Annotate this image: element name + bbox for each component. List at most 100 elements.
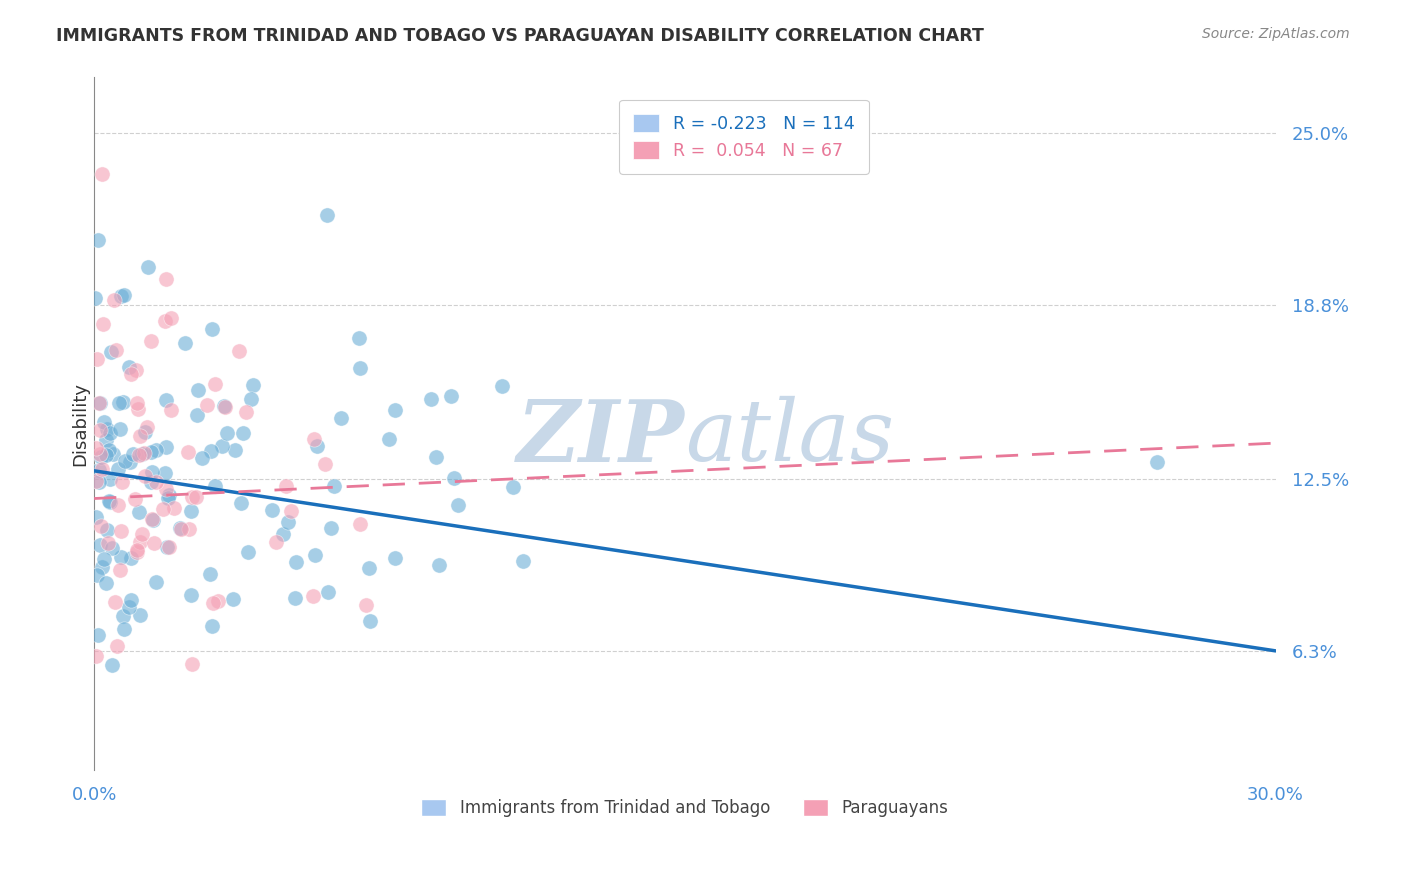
Paraguayans <box>127 545 149 559</box>
Text: Source: ZipAtlas.com: Source: ZipAtlas.com <box>1202 27 1350 41</box>
Immigrants from Trinidad and Tobago <box>211 438 233 452</box>
Immigrants from Trinidad and Tobago <box>321 521 343 535</box>
Paraguayans <box>155 272 177 286</box>
Paraguayans <box>84 474 107 488</box>
Immigrants from Trinidad and Tobago <box>100 345 122 359</box>
Paraguayans <box>120 367 142 381</box>
Immigrants from Trinidad and Tobago <box>142 513 165 527</box>
Paraguayans <box>86 442 108 456</box>
Immigrants from Trinidad and Tobago <box>318 585 340 599</box>
Immigrants from Trinidad and Tobago <box>111 609 134 624</box>
Paraguayans <box>135 419 157 434</box>
Immigrants from Trinidad and Tobago <box>108 421 131 435</box>
Immigrants from Trinidad and Tobago <box>232 426 254 441</box>
Immigrants from Trinidad and Tobago <box>107 462 129 476</box>
Immigrants from Trinidad and Tobago <box>100 658 122 673</box>
Immigrants from Trinidad and Tobago <box>93 551 115 566</box>
Immigrants from Trinidad and Tobago <box>420 392 443 406</box>
Immigrants from Trinidad and Tobago <box>110 549 132 564</box>
Paraguayans <box>356 598 378 612</box>
Immigrants from Trinidad and Tobago <box>84 510 107 524</box>
Immigrants from Trinidad and Tobago <box>155 393 177 408</box>
Paraguayans <box>181 657 204 672</box>
Immigrants from Trinidad and Tobago <box>512 554 534 568</box>
Immigrants from Trinidad and Tobago <box>112 623 135 637</box>
Immigrants from Trinidad and Tobago <box>284 591 307 606</box>
Paraguayans <box>134 469 156 483</box>
Immigrants from Trinidad and Tobago <box>1146 455 1168 469</box>
Immigrants from Trinidad and Tobago <box>271 527 294 541</box>
Immigrants from Trinidad and Tobago <box>114 454 136 468</box>
Paraguayans <box>111 475 134 489</box>
Immigrants from Trinidad and Tobago <box>100 541 122 556</box>
Immigrants from Trinidad and Tobago <box>201 619 224 633</box>
Immigrants from Trinidad and Tobago <box>86 568 108 582</box>
Immigrants from Trinidad and Tobago <box>491 378 513 392</box>
Immigrants from Trinidad and Tobago <box>118 600 141 615</box>
Immigrants from Trinidad and Tobago <box>359 614 381 628</box>
Immigrants from Trinidad and Tobago <box>187 384 209 398</box>
Immigrants from Trinidad and Tobago <box>156 491 179 505</box>
Immigrants from Trinidad and Tobago <box>186 409 208 423</box>
Paraguayans <box>181 490 204 504</box>
Immigrants from Trinidad and Tobago <box>180 588 202 602</box>
Immigrants from Trinidad and Tobago <box>229 496 252 510</box>
Immigrants from Trinidad and Tobago <box>139 445 162 459</box>
Paraguayans <box>89 447 111 461</box>
Immigrants from Trinidad and Tobago <box>222 592 245 607</box>
Immigrants from Trinidad and Tobago <box>120 550 142 565</box>
Paraguayans <box>152 501 174 516</box>
Immigrants from Trinidad and Tobago <box>359 561 381 575</box>
Immigrants from Trinidad and Tobago <box>204 479 226 493</box>
Paraguayans <box>274 479 297 493</box>
Immigrants from Trinidad and Tobago <box>87 463 110 477</box>
Paraguayans <box>89 423 111 437</box>
Immigrants from Trinidad and Tobago <box>217 426 239 441</box>
Immigrants from Trinidad and Tobago <box>87 233 110 247</box>
Immigrants from Trinidad and Tobago <box>155 440 177 454</box>
Immigrants from Trinidad and Tobago <box>443 471 465 485</box>
Paraguayans <box>105 639 128 653</box>
Immigrants from Trinidad and Tobago <box>108 396 131 410</box>
Immigrants from Trinidad and Tobago <box>285 555 308 569</box>
Immigrants from Trinidad and Tobago <box>128 505 150 519</box>
Paraguayans <box>143 536 166 550</box>
Immigrants from Trinidad and Tobago <box>330 411 353 425</box>
Immigrants from Trinidad and Tobago <box>98 495 121 509</box>
Immigrants from Trinidad and Tobago <box>153 467 176 481</box>
Immigrants from Trinidad and Tobago <box>141 466 163 480</box>
Immigrants from Trinidad and Tobago <box>136 260 159 274</box>
Paraguayans <box>89 396 111 410</box>
Immigrants from Trinidad and Tobago <box>180 504 202 518</box>
Immigrants from Trinidad and Tobago <box>224 443 246 458</box>
Immigrants from Trinidad and Tobago <box>349 361 371 376</box>
Immigrants from Trinidad and Tobago <box>145 575 167 590</box>
Immigrants from Trinidad and Tobago <box>316 208 339 222</box>
Paraguayans <box>128 448 150 462</box>
Immigrants from Trinidad and Tobago <box>97 442 120 457</box>
Paraguayans <box>127 396 149 410</box>
Immigrants from Trinidad and Tobago <box>349 331 371 345</box>
Immigrants from Trinidad and Tobago <box>200 566 222 581</box>
Paraguayans <box>228 343 250 358</box>
Paraguayans <box>302 432 325 446</box>
Paraguayans <box>110 563 132 577</box>
Paraguayans <box>207 594 229 608</box>
Immigrants from Trinidad and Tobago <box>201 322 224 336</box>
Immigrants from Trinidad and Tobago <box>157 488 180 502</box>
Immigrants from Trinidad and Tobago <box>239 392 262 407</box>
Immigrants from Trinidad and Tobago <box>242 378 264 392</box>
Immigrants from Trinidad and Tobago <box>98 426 121 441</box>
Immigrants from Trinidad and Tobago <box>384 403 406 417</box>
Paraguayans <box>280 504 302 518</box>
Immigrants from Trinidad and Tobago <box>120 455 142 469</box>
Immigrants from Trinidad and Tobago <box>112 288 135 302</box>
Paraguayans <box>139 334 162 348</box>
Paraguayans <box>349 516 371 531</box>
Paraguayans <box>103 293 125 308</box>
Paraguayans <box>91 462 114 476</box>
Paraguayans <box>264 534 287 549</box>
Immigrants from Trinidad and Tobago <box>236 545 259 559</box>
Paraguayans <box>163 501 186 516</box>
Paraguayans <box>125 543 148 558</box>
